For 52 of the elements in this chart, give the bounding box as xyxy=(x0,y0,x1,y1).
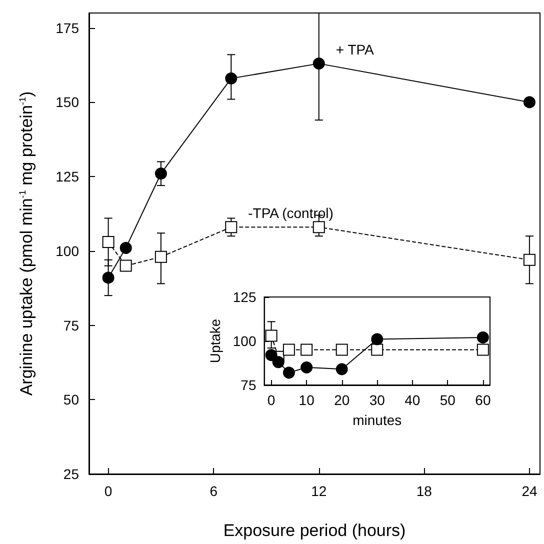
point xyxy=(265,349,278,362)
x-tick-label: 60 xyxy=(475,392,491,408)
point xyxy=(300,361,313,374)
y-tick-label: 100 xyxy=(232,333,256,349)
point xyxy=(300,344,313,356)
point xyxy=(476,331,489,344)
y-axis-title: Uptake xyxy=(207,318,223,364)
y-tick-label: 150 xyxy=(56,94,80,110)
point xyxy=(272,356,284,368)
x-axis-title: Exposure period (hours) xyxy=(223,521,406,540)
point xyxy=(120,242,132,254)
y-tick-label: 100 xyxy=(56,242,80,259)
x-tick-label: 40 xyxy=(404,392,420,408)
point xyxy=(371,344,384,356)
point xyxy=(312,221,325,234)
y-tick-label: 125 xyxy=(232,289,256,305)
point xyxy=(120,260,132,272)
y-tick-label: 75 xyxy=(240,377,256,393)
point xyxy=(265,330,278,342)
point xyxy=(102,236,114,248)
point xyxy=(371,333,384,346)
x-tick-label: 50 xyxy=(440,392,456,408)
series-label: + TPA xyxy=(336,42,375,58)
point xyxy=(154,168,167,180)
y-tick-label: 125 xyxy=(56,168,80,185)
y-axis-title: Arginine uptake (pmol min-1 mg protein-1) xyxy=(17,91,36,396)
point xyxy=(282,366,295,379)
x-tick-label: 20 xyxy=(334,392,350,408)
y-tick-label: 25 xyxy=(63,466,80,482)
y-tick-label: 175 xyxy=(56,20,80,36)
point xyxy=(312,58,325,70)
x-tick-label: 0 xyxy=(267,392,276,408)
point xyxy=(102,272,114,284)
point xyxy=(225,221,238,234)
series-label: -TPA (control) xyxy=(248,205,334,222)
x-tick-label: 30 xyxy=(369,392,386,408)
point xyxy=(523,254,536,266)
point xyxy=(336,363,348,376)
x-tick-label: 0 xyxy=(104,483,112,499)
point xyxy=(282,344,295,356)
x-tick-label: 10 xyxy=(298,392,315,408)
point xyxy=(476,344,489,356)
point xyxy=(336,344,348,356)
x-tick-label: 24 xyxy=(522,483,538,499)
point xyxy=(154,250,167,263)
y-tick-label: 75 xyxy=(63,317,80,334)
x-tick-label: 18 xyxy=(416,483,432,499)
x-tick-label: 6 xyxy=(210,483,218,499)
x-tick-label: 12 xyxy=(311,483,327,499)
point xyxy=(225,72,238,84)
point xyxy=(523,96,536,108)
x-axis-title: minutes xyxy=(352,412,402,428)
